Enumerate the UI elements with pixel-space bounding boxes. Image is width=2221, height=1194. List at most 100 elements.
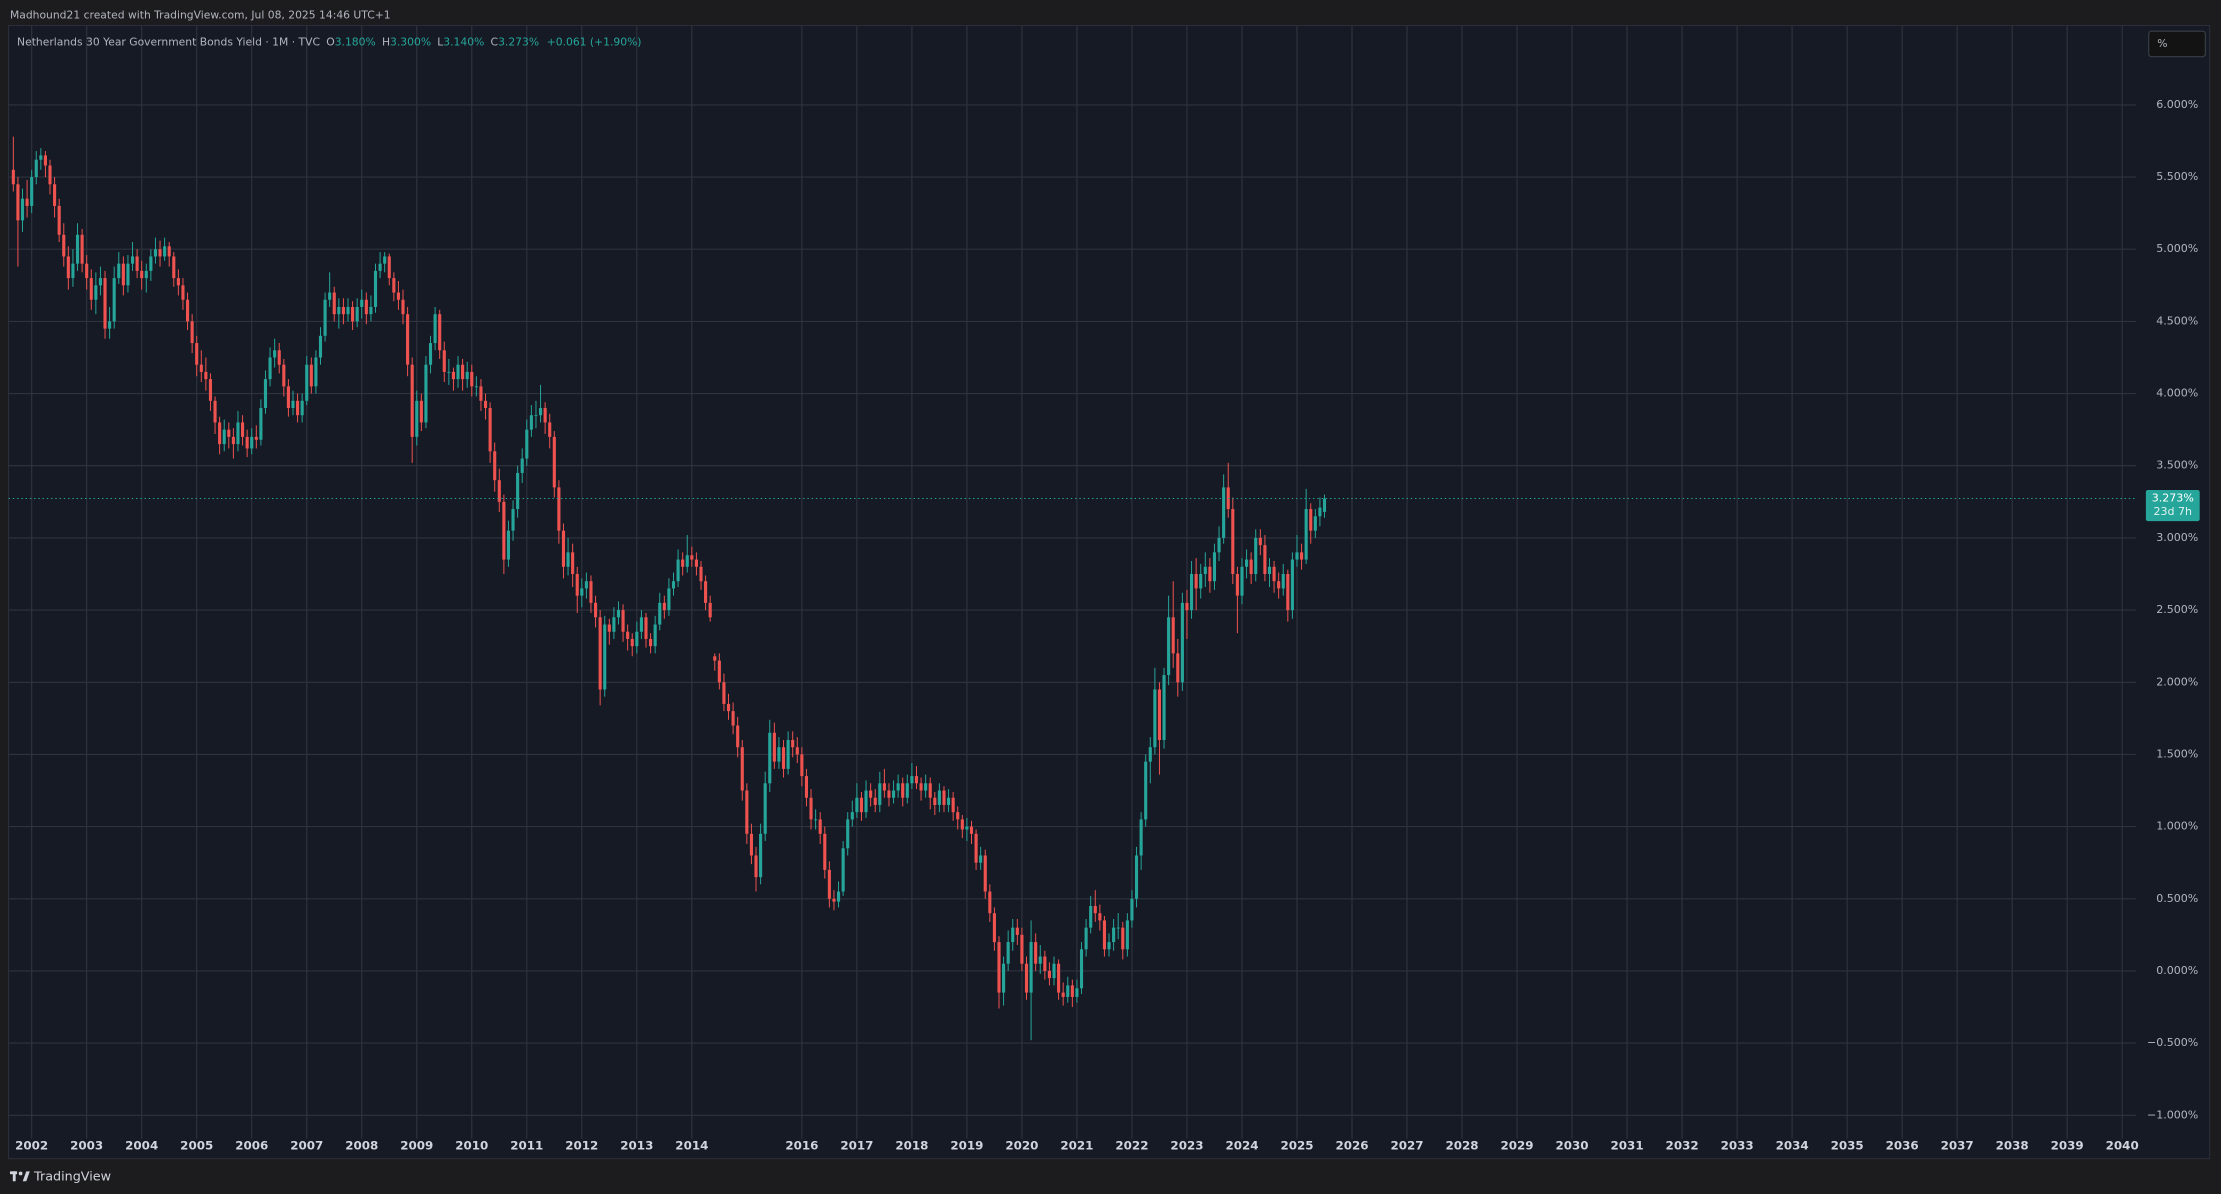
candle-body xyxy=(621,610,625,632)
x-tick-label: 2024 xyxy=(1225,1138,1258,1152)
candle-body xyxy=(167,246,171,257)
candle-body xyxy=(717,660,721,683)
candle-body xyxy=(791,739,795,748)
candle-body xyxy=(1121,927,1125,950)
candle-body xyxy=(1231,509,1235,574)
candle-body xyxy=(346,306,350,315)
candle-body xyxy=(850,812,854,820)
candle-body xyxy=(859,797,864,813)
candle-body xyxy=(337,306,341,315)
candle-body xyxy=(85,263,89,279)
x-tick-label: 2026 xyxy=(1335,1138,1368,1152)
candle-body xyxy=(502,501,506,560)
candle-body xyxy=(649,638,653,647)
candle-body xyxy=(1286,573,1290,611)
candle-body xyxy=(465,371,469,380)
x-tick-label: 2031 xyxy=(1611,1138,1644,1152)
legend-low-label: L xyxy=(437,35,443,48)
candle-body xyxy=(1189,573,1194,611)
candle-body xyxy=(901,783,905,798)
candle-body xyxy=(20,198,25,221)
scale-button[interactable] xyxy=(2148,30,2206,58)
candle-body xyxy=(846,819,850,849)
candle-body xyxy=(291,400,295,409)
candle-body xyxy=(676,559,680,582)
scale-button-label[interactable]: % xyxy=(2157,37,2167,50)
candle-body xyxy=(891,790,896,798)
grid xyxy=(8,25,2136,1139)
overlay: 3.273%23d 7h xyxy=(8,490,2200,522)
candle-body xyxy=(557,487,561,531)
candle-body xyxy=(140,270,144,279)
y-tick-label: 1.000% xyxy=(2156,820,2198,833)
x-tick-label: 2035 xyxy=(1831,1138,1864,1152)
candle-body xyxy=(369,306,373,315)
candle-body xyxy=(781,747,786,769)
candle-body xyxy=(1102,920,1106,950)
candle-body xyxy=(410,364,414,437)
x-tick-label: 2012 xyxy=(565,1138,598,1152)
candle-body xyxy=(71,263,75,279)
candle-body xyxy=(360,299,364,307)
candle-body xyxy=(548,422,552,437)
candle-body xyxy=(786,739,790,769)
candle-body xyxy=(1020,934,1024,964)
candle-body xyxy=(603,624,607,690)
x-tick-label: 2040 xyxy=(2106,1138,2139,1152)
candle-body xyxy=(355,306,359,322)
candle-body xyxy=(240,422,245,437)
candle-body xyxy=(571,552,575,574)
candle-body xyxy=(43,155,47,166)
candle-body xyxy=(681,559,685,567)
candle-body xyxy=(1107,942,1111,950)
candle-body xyxy=(740,747,744,791)
candle-body xyxy=(768,732,772,784)
candle-body xyxy=(754,855,758,878)
candle-body xyxy=(878,783,882,805)
candle-body xyxy=(594,602,598,618)
legend-title: Netherlands 30 Year Government Bonds Yie… xyxy=(17,35,320,48)
candle-body xyxy=(855,797,859,813)
candle-body xyxy=(117,263,121,279)
x-tick-label: 2016 xyxy=(785,1138,818,1152)
candle-body xyxy=(373,270,378,307)
candle-body xyxy=(406,314,410,365)
candle-body xyxy=(914,776,919,784)
candle-body xyxy=(39,155,43,160)
candle-body xyxy=(341,306,345,315)
candle-body xyxy=(685,555,689,567)
candle-body xyxy=(1098,913,1102,921)
x-tick-label: 2022 xyxy=(1115,1138,1148,1152)
candle-body xyxy=(1043,956,1047,971)
candle-body xyxy=(965,826,969,830)
x-tick-label: 2010 xyxy=(455,1138,488,1152)
candle-body xyxy=(1254,537,1258,574)
candle-body xyxy=(190,321,194,344)
candle-body xyxy=(438,314,442,351)
candle-body xyxy=(1194,573,1198,589)
candle-body xyxy=(158,249,162,257)
candle-body xyxy=(470,371,474,387)
x-tick-label: 2019 xyxy=(950,1138,983,1152)
x-tick-label: 2025 xyxy=(1280,1138,1313,1152)
candle-body xyxy=(1125,920,1129,950)
x-tick-label: 2037 xyxy=(1941,1138,1974,1152)
candle-body xyxy=(66,256,70,279)
candle-body xyxy=(525,429,529,459)
candle-body xyxy=(1079,949,1084,989)
candle-body xyxy=(988,891,992,914)
candle-body xyxy=(561,530,566,567)
legend-open: 3.180% xyxy=(335,35,376,48)
candle-body xyxy=(1295,552,1299,560)
candle-body xyxy=(841,848,845,892)
candle-body xyxy=(94,285,98,300)
candle-body xyxy=(1075,988,1079,997)
candle-body xyxy=(1052,963,1056,979)
candle-body xyxy=(273,350,277,358)
candle-body xyxy=(286,386,290,409)
candle-body xyxy=(777,747,781,762)
candle-body xyxy=(979,855,983,863)
y-tick-label: 5.000% xyxy=(2156,242,2198,255)
